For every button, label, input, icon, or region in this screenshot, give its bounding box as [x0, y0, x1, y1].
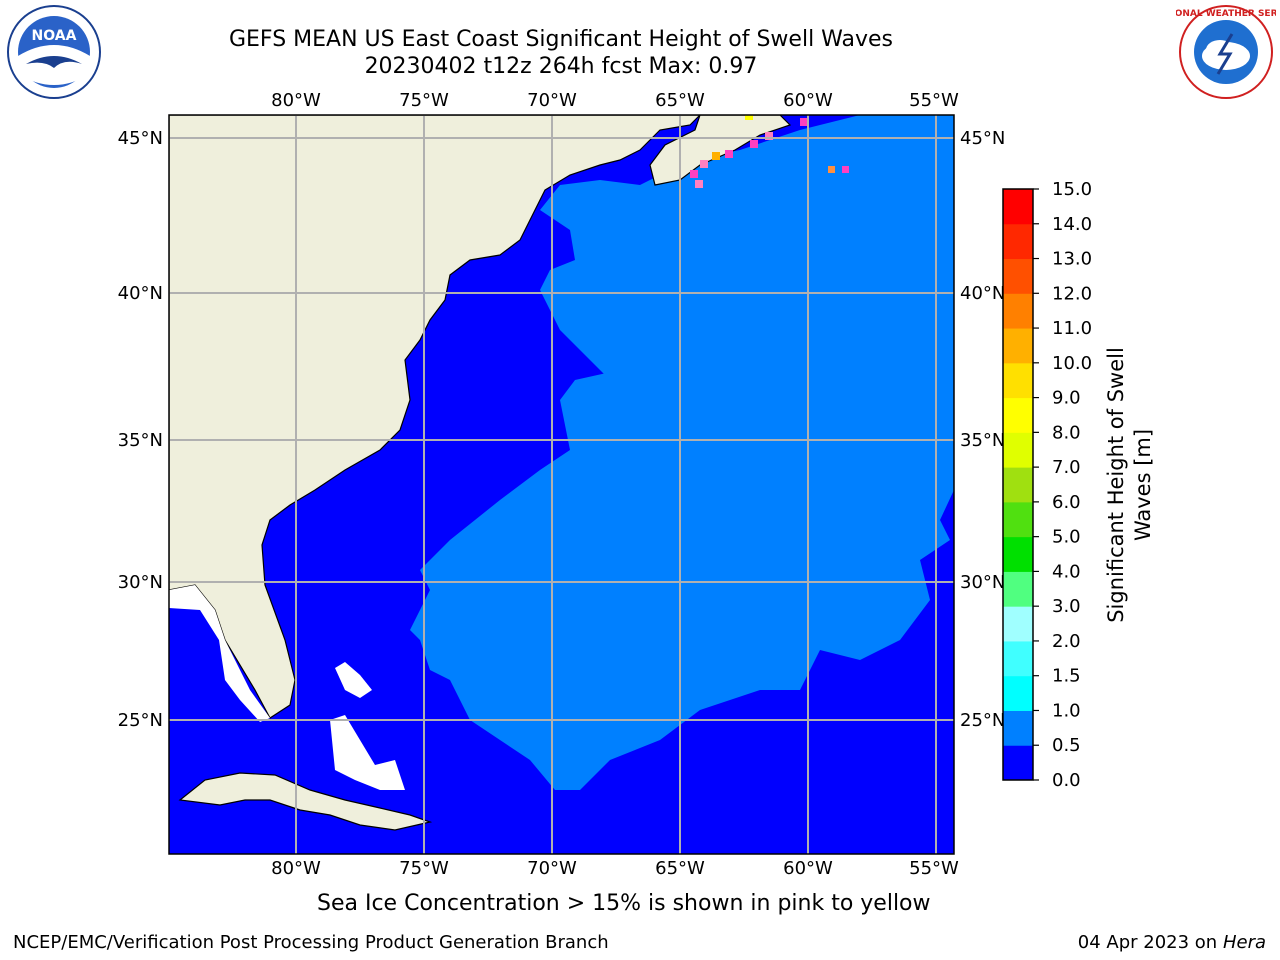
colorbar-tick-label: 0.5: [1052, 735, 1081, 756]
colorbar-segment: [1003, 536, 1033, 572]
lat-label-left: 25°N: [118, 710, 163, 731]
lon-label-top: 55°W: [909, 90, 959, 111]
colorbar-segment: [1003, 501, 1033, 538]
footer-machine: Hera: [1222, 932, 1266, 953]
colorbar-segment: [1003, 189, 1033, 225]
lat-label-right: 35°N: [960, 430, 1005, 451]
florida-shelf: [169, 585, 270, 722]
colorbar-tick-label: 2.0: [1052, 631, 1081, 652]
colorbar-segment: [1003, 571, 1033, 607]
bahamas-shallow: [330, 715, 405, 790]
lon-label-bottom: 55°W: [909, 858, 959, 879]
lat-label-right: 45°N: [960, 128, 1005, 149]
colorbar-label: Waves [m]: [1131, 429, 1155, 541]
colorbar-segment: [1003, 710, 1033, 746]
colorbar-tick-label: 14.0: [1052, 214, 1092, 235]
colorbar-label: Significant Height of Swell: [1104, 347, 1128, 623]
colorbar-segment: [1003, 362, 1033, 399]
nws-logo: NATIONAL WEATHER SERVICE: [1151, 4, 1280, 100]
noaa-logo-text: NOAA: [32, 28, 77, 44]
colorbar-tick-label: 9.0: [1052, 388, 1081, 409]
colorbar-segment: [1003, 328, 1033, 364]
lat-label-left: 35°N: [118, 430, 163, 451]
ocean-mid: [410, 115, 954, 790]
colorbar-tick-label: 5.0: [1052, 527, 1081, 548]
chart-subtitle: 20230402 t12z 264h fcst Max: 0.97: [364, 54, 758, 79]
lon-label-top: 80°W: [271, 90, 321, 111]
bahamas-shallow-north: [335, 662, 372, 698]
footer-date: 04 Apr 2023 on: [1077, 932, 1218, 953]
sea-ice-markers: [690, 115, 849, 188]
colorbar-tick-label: 12.0: [1052, 283, 1092, 304]
noaa-logo: NOAA: [4, 4, 104, 100]
colorbar-segment: [1003, 606, 1033, 642]
sea-ice-caption-text: Sea Ice Concentration > 15% is shown in …: [317, 891, 931, 916]
colorbar-tick-label: 4.0: [1052, 561, 1081, 582]
lon-label-top: 60°W: [783, 90, 833, 111]
nws-logo-text: NATIONAL WEATHER SERVICE: [1176, 9, 1276, 19]
colorbar-tick-label: 10.0: [1052, 353, 1092, 374]
colorbar-segment: [1003, 675, 1033, 711]
colorbar-tick-label: 1.0: [1052, 700, 1081, 721]
colorbar-tick-label: 3.0: [1052, 596, 1081, 617]
footer-right: 04 Apr 2023 on Hera: [1078, 932, 1266, 953]
lat-label-right: 40°N: [960, 283, 1005, 304]
colorbar-tick-label: 15.0: [1052, 179, 1092, 200]
lon-label-top: 75°W: [399, 90, 449, 111]
map-frame: [168, 114, 955, 855]
lon-label-top: 65°W: [655, 90, 705, 111]
colorbar-segment: [1003, 397, 1033, 433]
lon-label-bottom: 75°W: [399, 858, 449, 879]
colorbar-segment: [1003, 258, 1033, 294]
graticule: [169, 115, 954, 854]
colorbar: [1003, 189, 1033, 781]
lat-label-left: 45°N: [118, 128, 163, 149]
chart-title: GEFS MEAN US East Coast Significant Heig…: [228, 27, 894, 52]
colorbar-segment: [1003, 432, 1033, 468]
colorbar-tick-label: 6.0: [1052, 492, 1081, 513]
colorbar-segment: [1003, 467, 1033, 503]
colorbar-segment: [1003, 640, 1033, 677]
colorbar-tick-label: 8.0: [1052, 422, 1081, 443]
land-cuba: [178, 772, 433, 831]
colorbar-ticks: 0.0 0.5 1.0 1.5 2.0 3.0 4.0 5.0 6.0 7.0 8.0 9.0 10.0…: [1033, 179, 1092, 791]
lon-label-top: 70°W: [527, 90, 577, 111]
colorbar-tick-label: 0.0: [1052, 770, 1081, 791]
colorbar-segment: [1003, 745, 1033, 781]
colorbar-tick-label: 1.5: [1052, 666, 1081, 687]
footer-left: NCEP/EMC/Verification Post Processing Pr…: [13, 932, 609, 953]
colorbar-segment: [1003, 223, 1033, 260]
lat-label-right: 30°N: [960, 572, 1005, 593]
lon-label-bottom: 80°W: [271, 858, 321, 879]
lon-label-bottom: 65°W: [655, 858, 705, 879]
colorbar-tick-label: 11.0: [1052, 318, 1092, 339]
colorbar-tick-label: 13.0: [1052, 249, 1092, 270]
lon-label-bottom: 60°W: [783, 858, 833, 879]
colorbar-tick-label: 7.0: [1052, 457, 1081, 478]
lat-label-left: 40°N: [118, 283, 163, 304]
lat-label-left: 30°N: [118, 572, 163, 593]
colorbar-frame: [1002, 188, 1034, 781]
colorbar-segment: [1003, 293, 1033, 329]
lon-label-bottom: 70°W: [527, 858, 577, 879]
lat-label-right: 25°N: [960, 710, 1005, 731]
